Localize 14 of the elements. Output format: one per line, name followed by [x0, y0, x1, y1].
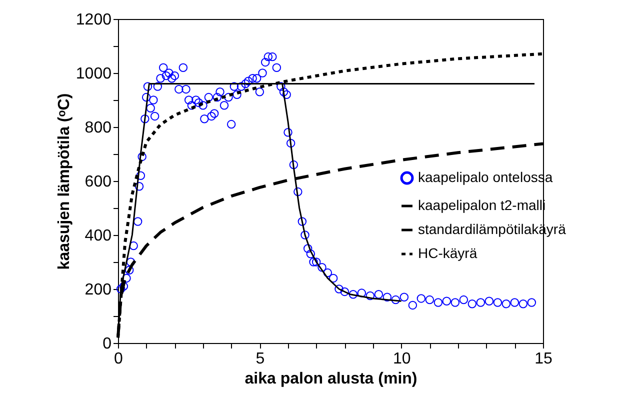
x-axis-title: aika palon alusta (min) [244, 370, 418, 388]
y-tick-label: 400 [84, 228, 112, 244]
y-tick-label: 1000 [76, 66, 112, 82]
legend-label: HC-käyrä [418, 245, 478, 261]
x-tick-label: 0 [114, 350, 124, 368]
y-tick-label: 0 [102, 336, 112, 352]
y-tick-label: 1200 [76, 12, 112, 28]
y-tick-label: 600 [84, 174, 112, 190]
y-tick-label: 200 [84, 282, 112, 298]
x-tick-label: 10 [392, 350, 411, 368]
y-tick-label: 800 [84, 120, 112, 136]
x-tick-label: 5 [256, 350, 265, 368]
y-axis-title: kaasujen lämpötila (ᵒC) [56, 93, 73, 270]
x-tick-label: 15 [534, 350, 552, 368]
